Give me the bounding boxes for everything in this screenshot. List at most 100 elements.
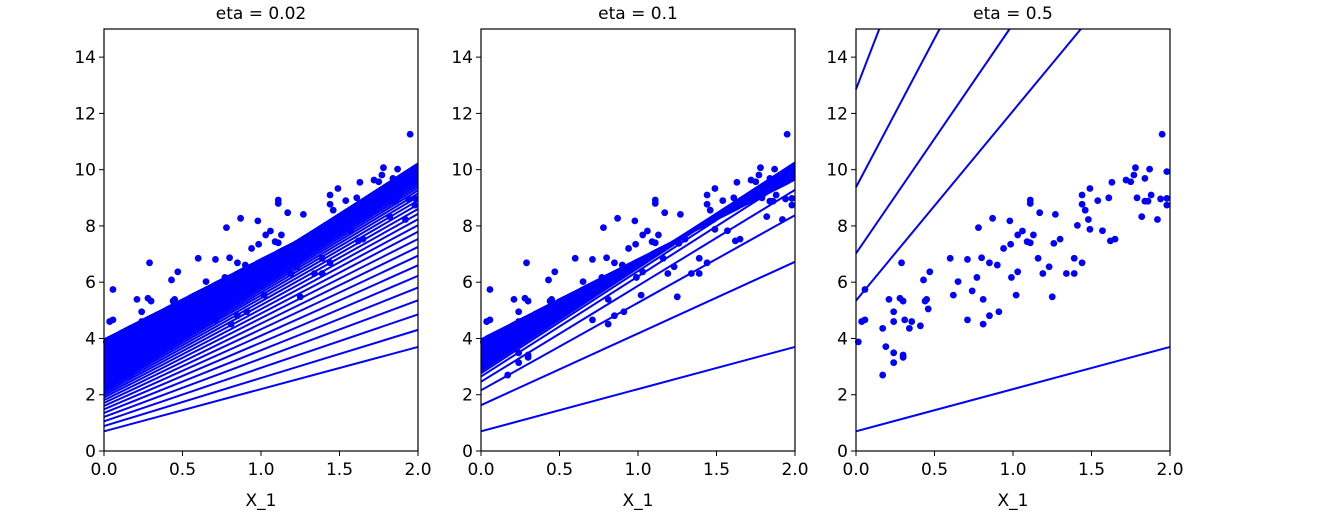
data-point <box>788 168 796 176</box>
data-point <box>486 316 494 324</box>
y-tick-label: 14 <box>826 48 848 68</box>
data-point <box>1073 221 1081 229</box>
y-tick-label: 14 <box>451 48 473 68</box>
data-point <box>212 316 219 324</box>
gd-line <box>103 328 419 428</box>
data-point <box>515 359 523 367</box>
data-point <box>1099 227 1106 235</box>
data-point <box>783 130 791 138</box>
data-point <box>1163 168 1171 176</box>
data-point <box>321 221 329 229</box>
data-point <box>618 261 626 269</box>
data-point <box>890 318 898 325</box>
data-point <box>149 316 157 324</box>
data-point <box>334 225 342 233</box>
data-point <box>620 308 628 316</box>
data-point <box>510 295 518 303</box>
data-point <box>533 318 541 325</box>
gd-line <box>103 299 419 418</box>
data-point <box>633 274 640 281</box>
data-point <box>479 338 487 346</box>
data-point <box>130 343 138 351</box>
gd-line <box>103 286 419 414</box>
data-point <box>282 254 290 262</box>
data-point <box>1006 217 1014 225</box>
data-point <box>709 216 717 223</box>
data-point <box>156 318 164 325</box>
data-point <box>920 276 927 284</box>
x-tick-label: 0.0 <box>90 460 117 480</box>
data-point <box>603 254 610 262</box>
data-point <box>763 213 771 221</box>
data-point <box>574 291 582 299</box>
data-point <box>530 324 538 332</box>
data-point <box>1108 178 1116 186</box>
data-point <box>133 295 141 303</box>
y-tick-label: 4 <box>85 329 96 349</box>
data-point <box>625 245 632 252</box>
data-point <box>1158 130 1166 138</box>
data-point <box>659 254 667 262</box>
data-point <box>989 214 996 222</box>
data-point <box>524 353 532 361</box>
data-point <box>964 256 971 263</box>
data-point <box>127 324 135 332</box>
data-point <box>924 305 932 313</box>
data-point <box>711 225 719 233</box>
data-point <box>571 254 579 262</box>
data-point <box>632 240 640 248</box>
data-point <box>644 227 651 235</box>
data-point <box>766 174 774 182</box>
data-point <box>854 338 862 346</box>
data-point <box>703 200 711 208</box>
data-point <box>879 371 887 379</box>
gd-line <box>103 192 419 383</box>
data-point <box>1163 201 1171 209</box>
gd-line <box>103 186 419 381</box>
gd-line <box>103 345 419 433</box>
data-point <box>898 259 905 267</box>
data-point <box>298 239 306 247</box>
data-point <box>1050 239 1058 247</box>
x-axis-label: X_1 <box>623 491 654 511</box>
data-point <box>631 217 639 225</box>
data-point <box>604 320 612 328</box>
axes-frame <box>855 28 1171 452</box>
data-point <box>655 231 662 239</box>
data-point <box>1034 254 1042 262</box>
data-point <box>541 322 549 330</box>
data-point <box>287 270 295 277</box>
data-point <box>589 256 596 263</box>
data-point <box>782 195 789 203</box>
data-point <box>197 291 205 299</box>
lines-group <box>854 28 1171 433</box>
data-point <box>861 316 869 324</box>
data-point <box>600 224 607 232</box>
data-point <box>378 171 386 179</box>
data-point <box>916 322 924 330</box>
data-point <box>986 312 993 320</box>
data-point <box>687 270 695 277</box>
x-tick-label: 1.0 <box>247 460 274 480</box>
data-point <box>262 231 270 239</box>
data-point <box>611 312 618 320</box>
data-point <box>703 259 711 267</box>
data-point <box>241 261 249 269</box>
data-point <box>639 268 647 276</box>
axes-frame <box>480 28 796 452</box>
gd-line <box>103 313 419 423</box>
data-point <box>304 235 312 243</box>
data-point <box>515 318 523 325</box>
data-point <box>359 235 367 243</box>
y-tick-label: 2 <box>837 386 848 406</box>
data-point <box>329 206 337 214</box>
x-axis-label: X_1 <box>246 491 277 511</box>
x-tick-label: 0.0 <box>467 460 494 480</box>
data-point <box>899 297 907 305</box>
data-point <box>256 274 263 281</box>
data-point <box>771 165 778 173</box>
data-point <box>1138 213 1146 221</box>
gd-line <box>103 230 419 397</box>
x-tick-label: 1.0 <box>999 460 1026 480</box>
